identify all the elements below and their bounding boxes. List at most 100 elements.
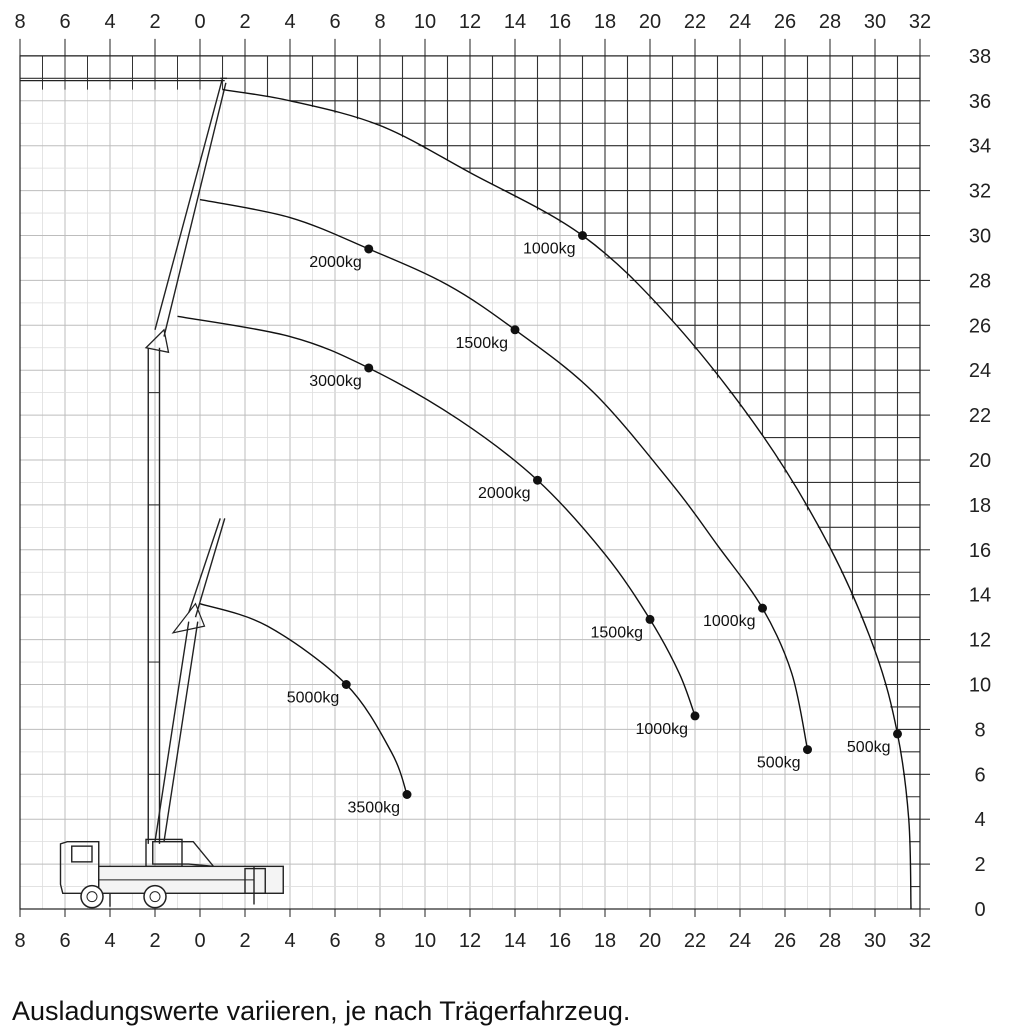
crane-column (145, 838, 183, 868)
load-curves: 5000kg 3500kg 3000kg 2000kg 1500kg 1000kg 2000… (177, 88, 912, 910)
load-curve-3 (199, 198, 809, 750)
grid (19, 38, 921, 910)
x-tick-label: 2 (149, 930, 160, 952)
truck-wheel (80, 884, 104, 909)
y-tick-label: 20 (969, 450, 991, 472)
load-label: 1500kg (591, 624, 644, 641)
y-tick-label: 6 (974, 764, 985, 786)
x-tick-label: 10 (414, 11, 436, 33)
truck-line (154, 78, 224, 330)
x-tick-label: 22 (684, 11, 706, 33)
x-tick-label: 4 (284, 930, 295, 952)
x-tick-label: 28 (819, 930, 841, 952)
x-tick-label: 18 (594, 930, 616, 952)
y-tick-label: 12 (969, 630, 991, 652)
x-tick-label: 6 (329, 930, 340, 952)
y-tick-label: 10 (969, 675, 991, 697)
x-tick-label: 0 (194, 11, 205, 33)
x-tick-label: 6 (59, 11, 70, 33)
x-tick-label: 32 (909, 930, 931, 952)
load-label: 1000kg (523, 241, 576, 258)
y-tick-label: 18 (969, 495, 991, 517)
x-tick-label: 8 (374, 11, 385, 33)
truck-cab (59, 840, 100, 894)
y-tick-label: 32 (969, 181, 991, 203)
load-point (341, 680, 351, 689)
x-tick-label: 18 (594, 11, 616, 33)
y-tick-label: 4 (974, 809, 985, 831)
x-tick-label: 16 (549, 11, 571, 33)
load-curve-2 (177, 315, 696, 717)
truck-hub (86, 891, 98, 903)
y-tick-label: 38 (969, 46, 991, 68)
load-point (578, 231, 587, 240)
x-tick-label: 14 (504, 11, 526, 33)
load-point (364, 363, 374, 373)
load-label: 1000kg (703, 613, 756, 630)
x-tick-label: 22 (684, 930, 706, 952)
load-label: 3500kg (348, 800, 401, 817)
load-label: 500kg (847, 739, 891, 756)
x-tick-label: 16 (549, 930, 571, 952)
load-label: 5000kg (287, 690, 340, 707)
outrigger (244, 867, 266, 894)
truck-line (188, 518, 221, 613)
x-tick-label: 30 (864, 11, 886, 33)
load-label: 2000kg (478, 485, 531, 502)
load-point (803, 745, 812, 755)
x-tick-label: 4 (104, 11, 115, 33)
x-tick-label: 6 (59, 930, 70, 952)
y-tick-label: 26 (969, 315, 991, 337)
load-label: 500kg (757, 755, 801, 772)
y-tick-label: 16 (969, 540, 991, 562)
y-tick-label: 34 (969, 136, 991, 158)
truck-line (194, 518, 226, 618)
y-tick-label: 0 (974, 899, 985, 921)
load-point (533, 475, 542, 485)
caption-text: Ausladungswerte variieren, je nach Träge… (12, 996, 631, 1026)
load-point (510, 325, 520, 335)
load-point (758, 603, 767, 613)
x-tick-label: 4 (284, 11, 295, 33)
x-tick-label: 2 (239, 930, 250, 952)
load-point (645, 614, 655, 624)
small-knuckle (171, 602, 206, 634)
y-tick-label: 36 (969, 91, 991, 113)
load-point (893, 729, 902, 739)
x-tick-label: 12 (459, 930, 481, 952)
x-tick-label: 20 (639, 930, 661, 952)
y-tick-label: 28 (969, 270, 991, 292)
truck-line (163, 621, 199, 842)
load-label: 1500kg (456, 335, 509, 352)
knuckle-joint (144, 328, 170, 354)
truck-hub (149, 891, 161, 903)
crane-truck-drawing (59, 77, 284, 909)
x-tick-label: 8 (374, 930, 385, 952)
x-tick-label: 4 (104, 930, 115, 952)
truck-line (154, 621, 190, 842)
x-tick-label: 14 (504, 930, 526, 952)
y-tick-label: 8 (974, 719, 985, 741)
x-tick-label: 28 (819, 11, 841, 33)
x-tick-label: 24 (729, 11, 751, 33)
x-tick-label: 26 (774, 930, 796, 952)
load-point (690, 711, 700, 721)
x-tick-label: 2 (149, 11, 160, 33)
x-tick-label: 8 (14, 11, 25, 33)
y-tick-label: 24 (969, 360, 991, 382)
x-tick-label: 8 (14, 930, 25, 952)
x-tick-label: 10 (414, 930, 436, 952)
axis-ticks: 8866442200224466881010121214141616181820… (14, 11, 991, 952)
load-label: 3000kg (309, 373, 362, 390)
x-tick-label: 0 (194, 930, 205, 952)
x-tick-label: 2 (239, 11, 250, 33)
x-tick-label: 20 (639, 11, 661, 33)
y-tick-label: 14 (969, 585, 991, 607)
truck-wheel (143, 884, 167, 909)
truck-line (163, 82, 227, 337)
y-tick-label: 30 (969, 226, 991, 248)
x-tick-label: 26 (774, 11, 796, 33)
x-tick-label: 24 (729, 930, 751, 952)
x-tick-label: 12 (459, 11, 481, 33)
y-tick-label: 2 (974, 854, 985, 876)
